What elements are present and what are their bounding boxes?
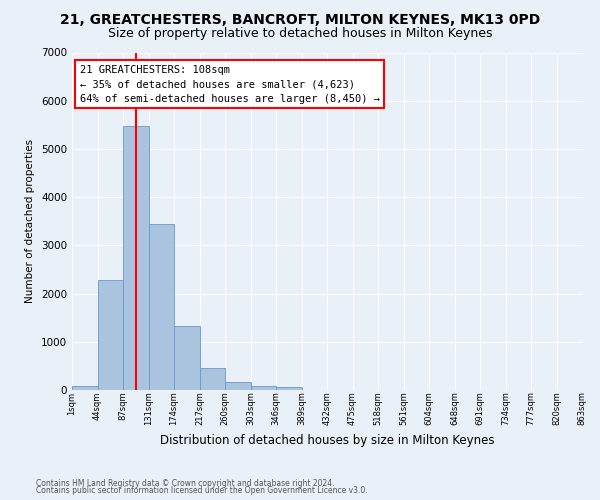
Bar [276, 388, 302, 390]
Text: 21 GREATCHESTERS: 108sqm
← 35% of detached houses are smaller (4,623)
64% of sem: 21 GREATCHESTERS: 108sqm ← 35% of detach… [80, 64, 380, 104]
Text: Contains HM Land Registry data © Crown copyright and database right 2024.: Contains HM Land Registry data © Crown c… [36, 478, 335, 488]
Bar [199, 368, 225, 390]
Y-axis label: Number of detached properties: Number of detached properties [25, 139, 35, 304]
Bar [225, 382, 251, 390]
Bar [123, 126, 149, 390]
X-axis label: Distribution of detached houses by size in Milton Keynes: Distribution of detached houses by size … [160, 434, 494, 446]
Text: 21, GREATCHESTERS, BANCROFT, MILTON KEYNES, MK13 0PD: 21, GREATCHESTERS, BANCROFT, MILTON KEYN… [60, 12, 540, 26]
Bar [72, 386, 97, 390]
Bar [174, 326, 199, 390]
Bar [97, 280, 123, 390]
Text: Size of property relative to detached houses in Milton Keynes: Size of property relative to detached ho… [108, 28, 492, 40]
Bar [251, 386, 276, 390]
Text: Contains public sector information licensed under the Open Government Licence v3: Contains public sector information licen… [36, 486, 368, 495]
Bar [149, 224, 174, 390]
